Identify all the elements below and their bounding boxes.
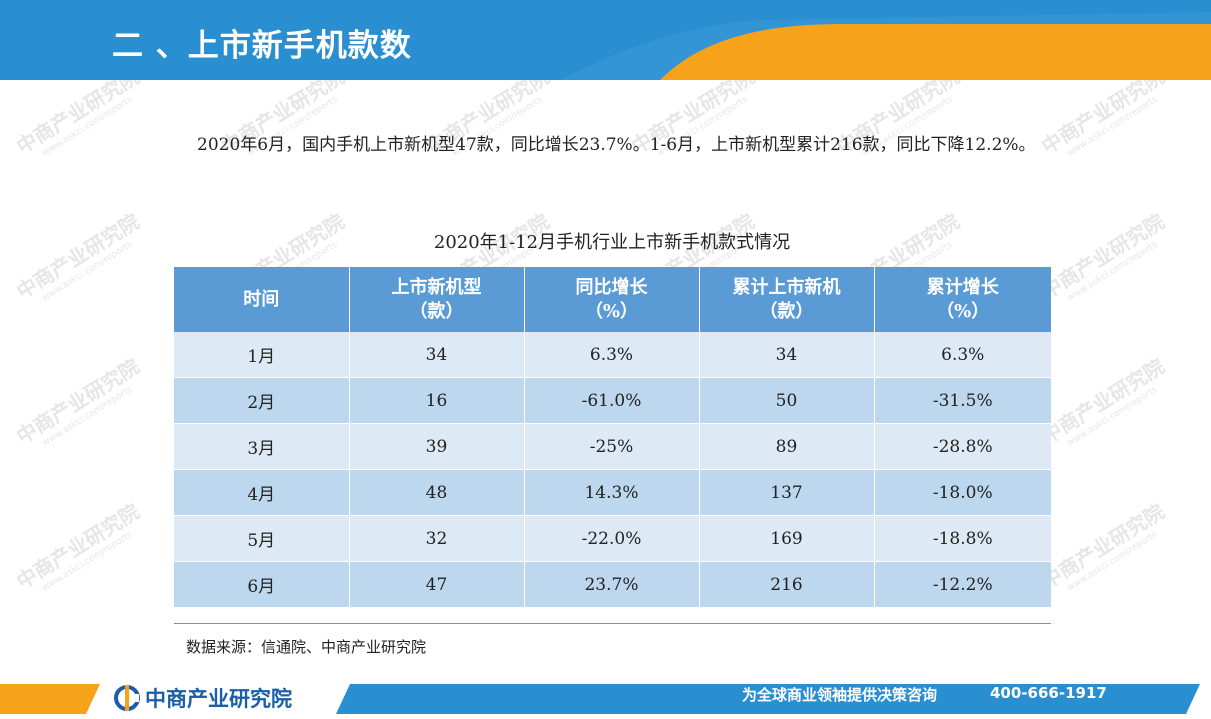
table-cell: -28.8%	[874, 423, 1051, 470]
page-title: 二 、上市新手机款数	[112, 28, 412, 64]
table-cell: 6月	[174, 561, 350, 608]
table-cell: 6.3%	[524, 332, 700, 378]
footer-background	[0, 684, 1200, 714]
footer-bar: 中商产业研究院 为全球商业领袖提供决策咨询 400-666-1917	[0, 680, 1211, 719]
column-header: 累计增长 （%）	[874, 267, 1051, 332]
table-cell: -18.8%	[874, 515, 1051, 562]
table-cell: 23.7%	[524, 561, 700, 608]
table-cell: 47	[349, 561, 525, 608]
table-row: 4月 48 14.3% 137 -18.0%	[174, 469, 1051, 516]
table-cell: -18.0%	[874, 469, 1051, 516]
footer-phone: 400-666-1917	[990, 684, 1107, 702]
column-header: 同比增长 （%）	[524, 267, 700, 332]
table-cell: 3月	[174, 423, 350, 470]
table-cell: -12.2%	[874, 561, 1051, 608]
table-cell: 137	[699, 469, 875, 516]
intro-paragraph: 2020年6月，国内手机上市新机型47款，同比增长23.7%。1-6月，上市新机…	[197, 135, 1036, 155]
table-row: 6月 47 23.7% 216 -12.2%	[174, 561, 1051, 608]
table-title: 2020年1-12月手机行业上市新手机款式情况	[433, 232, 791, 253]
table-cell: 16	[349, 377, 525, 424]
table-cell: 32	[349, 515, 525, 562]
table-cell: 48	[349, 469, 525, 516]
table-cell: 6.3%	[874, 332, 1051, 378]
table-row: 3月 39 -25% 89 -28.8%	[174, 423, 1051, 470]
data-source-note: 数据来源：信通院、中商产业研究院	[186, 638, 427, 656]
column-header: 时间	[174, 267, 350, 332]
table-cell: -25%	[524, 423, 700, 470]
footer-slogan: 为全球商业领袖提供决策咨询	[742, 686, 938, 704]
footer-brand: 中商产业研究院	[145, 687, 292, 711]
table-cell: 169	[699, 515, 875, 562]
table-cell: 39	[349, 423, 525, 470]
table-cell: 5月	[174, 515, 350, 562]
table-cell: 89	[699, 423, 875, 470]
table-bottom-rule	[174, 623, 1051, 624]
table-cell: 34	[699, 332, 875, 378]
table-row: 5月 32 -22.0% 169 -18.8%	[174, 515, 1051, 562]
column-header: 累计上市新机 （款）	[699, 267, 875, 332]
table-cell: 14.3%	[524, 469, 700, 516]
table-header-row: 时间 上市新机型 （款） 同比增长 （%） 累计上市新机 （款） 累计增长 （%）	[174, 267, 1051, 332]
table-cell: -31.5%	[874, 377, 1051, 424]
table-cell: -22.0%	[524, 515, 700, 562]
table-row: 2月 16 -61.0% 50 -31.5%	[174, 377, 1051, 424]
table-cell: 1月	[174, 332, 350, 378]
table-cell: 50	[699, 377, 875, 424]
table-cell: 4月	[174, 469, 350, 516]
data-table: 时间 上市新机型 （款） 同比增长 （%） 累计上市新机 （款） 累计增长 （%） 1月…	[174, 267, 1051, 608]
table-cell: 34	[349, 332, 525, 378]
table-cell: -61.0%	[524, 377, 700, 424]
table-cell: 216	[699, 561, 875, 608]
table-row: 1月 34 6.3% 34 6.3%	[174, 332, 1051, 378]
table-cell: 2月	[174, 377, 350, 424]
column-header: 上市新机型 （款）	[349, 267, 525, 332]
header-banner: 二 、上市新手机款数	[0, 0, 1211, 80]
header-background	[0, 0, 1211, 80]
